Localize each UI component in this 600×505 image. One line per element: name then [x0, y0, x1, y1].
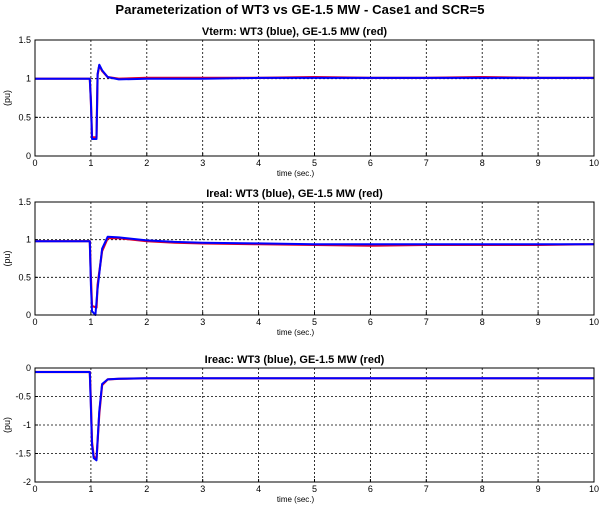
plot-frame: [34, 201, 595, 316]
x-tick-label: 6: [368, 158, 373, 168]
series-line-wt3: [35, 235, 594, 316]
panel-title: Vterm: WT3 (blue), GE-1.5 MW (red): [202, 26, 388, 38]
series-line-wt3: [35, 63, 594, 140]
x-tick-label: 10: [589, 158, 599, 168]
plot-frame: [34, 39, 595, 157]
x-tick-label: 7: [424, 317, 429, 327]
y-tick-label: 0: [26, 363, 31, 373]
x-axis-label: time (sec.): [277, 495, 315, 504]
y-tick-label: 1.5: [18, 35, 31, 45]
y-tick-label: 1: [26, 235, 31, 245]
x-tick-label: 10: [589, 484, 599, 494]
x-tick-label: 1: [88, 484, 93, 494]
x-tick-label: 4: [256, 317, 261, 327]
chart-panel-2: Ireal: WT3 (blue), GE-1.5 MW (red) 0 1 2 3 4 5…: [2, 188, 599, 337]
x-tick-label: 6: [368, 317, 373, 327]
x-tick-label: 5: [312, 317, 317, 327]
x-tick-label: 7: [424, 484, 429, 494]
y-axis-label: (pu): [2, 250, 12, 266]
x-tick-label: 8: [480, 317, 485, 327]
x-tick-label: 10: [589, 317, 599, 327]
y-axis-label: (pu): [2, 417, 12, 433]
x-tick-label: 5: [312, 484, 317, 494]
y-tick-label: 0: [26, 151, 31, 161]
x-tick-label: 0: [32, 158, 37, 168]
x-tick-label: 3: [200, 317, 205, 327]
series-line-wt3: [35, 371, 594, 462]
x-tick-label: 3: [200, 158, 205, 168]
x-tick-label: 2: [144, 317, 149, 327]
x-tick-label: 9: [536, 317, 541, 327]
y-tick-label: 0: [26, 310, 31, 320]
y-tick-label: 0.5: [18, 112, 31, 122]
x-tick-label: 1: [88, 317, 93, 327]
panel-title: Ireal: WT3 (blue), GE-1.5 MW (red): [206, 188, 383, 200]
x-tick-label: 7: [424, 158, 429, 168]
x-tick-label: 1: [88, 158, 93, 168]
y-tick-label: -0.5: [15, 392, 31, 402]
x-tick-label: 6: [368, 484, 373, 494]
x-tick-label: 2: [144, 158, 149, 168]
figure-title: Parameterization of WT3 vs GE-1.5 MW - C…: [115, 2, 485, 17]
x-axis-label: time (sec.): [277, 328, 315, 337]
chart-panel-1: Vterm: WT3 (blue), GE-1.5 MW (red) 0 1 2 3 4 5…: [2, 26, 599, 178]
y-tick-label: 1.5: [18, 197, 31, 207]
x-tick-label: 4: [256, 158, 261, 168]
x-tick-label: 5: [312, 158, 317, 168]
x-tick-label: 9: [536, 484, 541, 494]
y-tick-label: -1: [23, 420, 31, 430]
x-tick-label: 3: [200, 484, 205, 494]
y-tick-label: 1: [26, 74, 31, 84]
x-tick-label: 9: [536, 158, 541, 168]
plot-frame: [34, 367, 595, 483]
series-line-ge-1-5-mw: [35, 237, 595, 309]
y-tick-label: -2: [23, 477, 31, 487]
y-tick-label: 0.5: [18, 272, 31, 282]
x-tick-label: 0: [32, 317, 37, 327]
y-tick-label: -1.5: [15, 449, 31, 459]
x-tick-label: 2: [144, 484, 149, 494]
panel-title: Ireac: WT3 (blue), GE-1.5 MW (red): [205, 354, 385, 366]
x-tick-label: 8: [480, 484, 485, 494]
chart-panel-3: Ireac: WT3 (blue), GE-1.5 MW (red) 0 1 2 3 4 5…: [2, 354, 599, 504]
x-tick-label: 0: [32, 484, 37, 494]
x-tick-label: 4: [256, 484, 261, 494]
x-tick-label: 8: [480, 158, 485, 168]
x-axis-label: time (sec.): [277, 169, 315, 178]
y-axis-label: (pu): [2, 90, 12, 106]
